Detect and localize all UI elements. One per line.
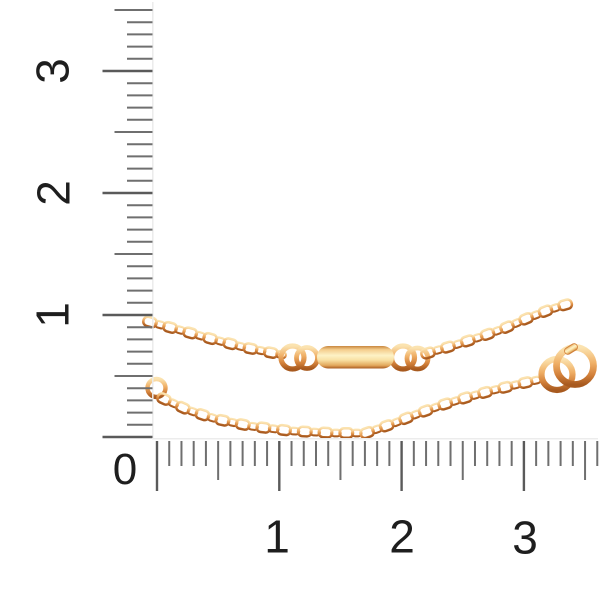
horizontal-ruler-label-2: 2: [389, 511, 415, 563]
connector-ring: [278, 343, 307, 372]
clasp-tab: [564, 343, 578, 355]
vertical-ruler: 3 2 1: [27, 2, 154, 439]
bar-clasp: [317, 346, 394, 369]
chain-upper-strand: [142, 298, 574, 372]
gold-chain-image: [142, 298, 597, 440]
horizontal-ruler-label-3: 3: [512, 512, 538, 564]
chain-lower-strand: [145, 343, 597, 440]
vertical-ruler-label-1: 1: [27, 302, 79, 328]
horizontal-ruler-ticks: [155, 441, 599, 491]
connector-ring: [294, 345, 320, 371]
vertical-ruler-ticks: [102, 9, 153, 439]
vertical-ruler-label-2: 2: [28, 180, 80, 206]
horizontal-ruler: 0 1 2 3: [113, 438, 599, 564]
horizontal-ruler-label-1: 1: [264, 511, 290, 563]
vertical-ruler-label-3: 3: [27, 58, 79, 84]
origin-label: 0: [113, 445, 137, 494]
